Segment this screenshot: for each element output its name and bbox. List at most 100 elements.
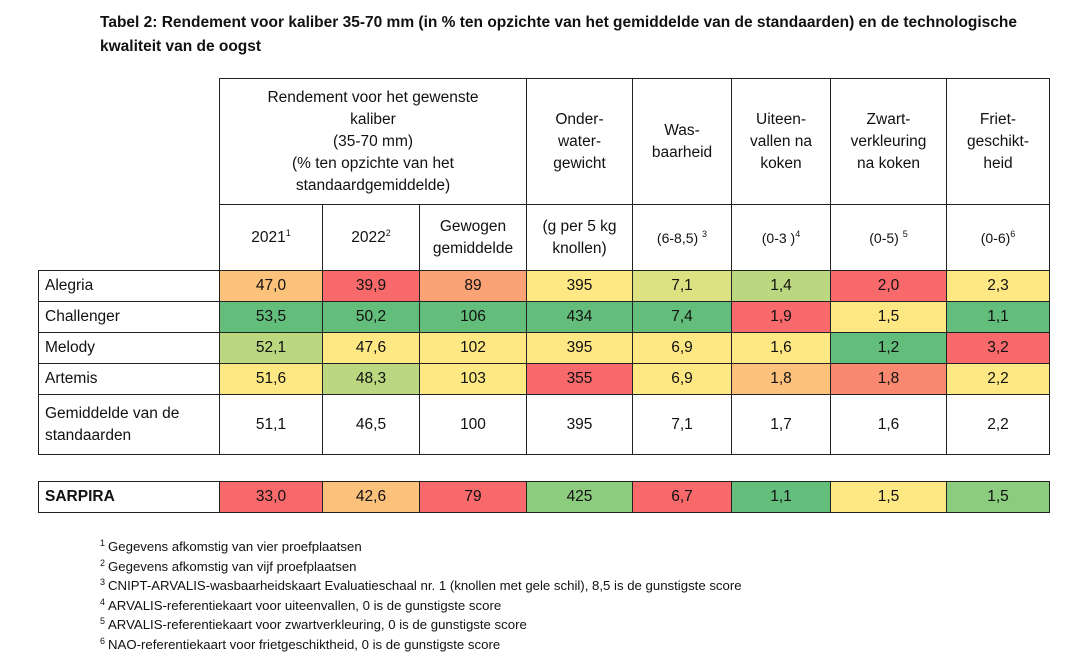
table-title: Tabel 2: Rendement voor kaliber 35-70 mm… (100, 14, 1018, 55)
data-cell: 1,8 (830, 363, 947, 395)
footnote-ref: 1 (285, 227, 291, 238)
subheader-gewogen: Gewogen gemiddelde (419, 204, 527, 271)
footnote-text: NAO-referentiekaart voor frietgeschikthe… (108, 636, 501, 652)
spacer-cell (39, 455, 1050, 482)
subheader-text: (6-8,5) (656, 229, 699, 246)
data-cell: 103 (419, 363, 527, 395)
header-rendement: Rendement voor het gewenste kaliber (35-… (219, 78, 527, 205)
data-cell: 395 (526, 270, 633, 302)
data-cell: 39,9 (322, 270, 420, 302)
subheader-row: 20211 20222 Gewogen gemiddelde (g per 5 … (39, 204, 1050, 271)
footnote-ref: 6 (1010, 228, 1016, 239)
row-name: Artemis (38, 363, 220, 395)
data-cell: 355 (526, 363, 633, 395)
table-row: Alegria 47,0 39,9 89 395 7,1 1,4 2,0 2,3 (38, 270, 1050, 302)
header-row: Rendement voor het gewenste kaliber (35-… (39, 78, 1050, 205)
data-cell: 7,1 (632, 270, 732, 302)
footnote: 3 CNIPT-ARVALIS-wasbaarheidskaart Evaluat… (100, 576, 1060, 596)
footnote: 4 ARVALIS-referentiekaart voor uiteenvall… (100, 596, 1060, 616)
header-corner (39, 79, 220, 205)
header-line: na koken (857, 154, 920, 172)
spacer-row (39, 455, 1050, 482)
data-cell: 1,5 (946, 481, 1050, 513)
subheader-was-scale: (6-8,5) 3 (632, 204, 732, 271)
data-cell: 6,9 (632, 363, 732, 395)
footnote: 1 Gegevens afkomstig van vier proefplaats… (100, 537, 1060, 557)
header-line: Friet- (979, 110, 1017, 128)
subheader-line: Gewogen (439, 217, 507, 235)
header-was: Was- baarheid (632, 78, 732, 205)
data-cell: 1,7 (731, 394, 831, 455)
header-line: baarheid (651, 143, 713, 161)
data-cell: 6,9 (632, 332, 732, 364)
data-cell: 47,0 (219, 270, 323, 302)
footnote-text: Gegevens afkomstig van vier proefplaatse… (108, 539, 362, 554)
subheader-line: knollen) (552, 239, 607, 257)
footnote: 5 ARVALIS-referentiekaart voor zwartverkl… (100, 615, 1060, 635)
data-cell: 106 (419, 301, 527, 333)
data-cell: 51,6 (219, 363, 323, 395)
data-cell: 3,2 (946, 332, 1050, 364)
footnotes: 1 Gegevens afkomstig van vier proefplaats… (100, 537, 1060, 655)
header-line: (% ten opzichte van het (292, 154, 454, 172)
subheader-2022: 20222 (322, 204, 420, 271)
data-cell: 1,9 (731, 301, 831, 333)
data-cell: 1,6 (731, 332, 831, 364)
data-cell: 47,6 (322, 332, 420, 364)
footnote-ref: 5 (902, 228, 908, 239)
data-cell: 51,1 (219, 394, 323, 455)
data-cell: 33,0 (219, 481, 323, 513)
data-cell: 89 (419, 270, 527, 302)
data-cell: 1,2 (830, 332, 947, 364)
subheader-text: (0-5) (869, 229, 899, 246)
header-friet: Friet- geschikt- heid (946, 78, 1050, 205)
footnote-mark: 5 (100, 616, 106, 627)
subheader-2021: 20211 (219, 204, 323, 271)
data-cell: 48,3 (322, 363, 420, 395)
footnote-mark: 1 (100, 538, 106, 548)
header-line: standaardgemiddelde) (295, 176, 451, 194)
header-line: Uiteen- (756, 110, 806, 128)
table-row-average: Gemiddelde van de standaarden 51,1 46,5 … (38, 394, 1050, 455)
data-cell: 2,2 (946, 394, 1050, 455)
subheader-line: gemiddelde (432, 239, 514, 257)
row-name: Alegria (38, 270, 220, 302)
subheader-line: (g per 5 kg (542, 217, 617, 235)
header-line: Onder- (555, 110, 604, 128)
footnote-mark: 3 (100, 577, 106, 588)
results-table: Rendement voor het gewenste kaliber (35-… (38, 78, 1050, 513)
data-cell: 7,1 (632, 394, 732, 455)
footnote-ref: 2 (385, 227, 391, 238)
data-cell: 102 (419, 332, 527, 364)
footnote: 6 NAO-referentiekaart voor frietgeschikth… (100, 635, 1060, 655)
data-cell: 1,5 (830, 481, 947, 513)
row-name: Challenger (38, 301, 220, 333)
table-row-sarpira: SARPIRA 33,0 42,6 79 425 6,7 1,1 1,5 1,5 (38, 481, 1050, 513)
header-zwart: Zwart- verkleuring na koken (830, 78, 947, 205)
header-line: gewicht (553, 154, 606, 172)
header-line: geschikt- (966, 132, 1030, 150)
table-row: Challenger 53,5 50,2 106 434 7,4 1,9 1,5… (38, 301, 1050, 333)
data-cell: 100 (419, 394, 527, 455)
subheader-text: 2021 (251, 228, 286, 246)
header-onderwater: Onder- water- gewicht (526, 78, 633, 205)
table-row: Artemis 51,6 48,3 103 355 6,9 1,8 1,8 2,… (38, 363, 1050, 395)
data-cell: 2,0 (830, 270, 947, 302)
subheader-text: 2022 (351, 228, 386, 246)
data-cell: 46,5 (322, 394, 420, 455)
subheader-friet-scale: (0-6)6 (946, 204, 1050, 271)
data-cell: 1,5 (830, 301, 947, 333)
data-cell: 425 (526, 481, 633, 513)
data-cell: 2,3 (946, 270, 1050, 302)
footnote-ref: 4 (795, 228, 801, 239)
subheader-text: (0-3 ) (761, 229, 796, 246)
header-line: Was- (664, 121, 700, 139)
data-cell: 1,1 (946, 301, 1050, 333)
footnote: 2 Gegevens afkomstig van vijf proefplaats… (100, 557, 1060, 577)
table-row: Melody 52,1 47,6 102 395 6,9 1,6 1,2 3,2 (38, 332, 1050, 364)
footnote-ref: 3 (702, 228, 708, 239)
footnote-text: CNIPT-ARVALIS-wasbaarheidskaart Evaluati… (108, 578, 742, 594)
header-line: koken (760, 154, 802, 172)
data-cell: 1,1 (731, 481, 831, 513)
data-cell: 1,6 (830, 394, 947, 455)
